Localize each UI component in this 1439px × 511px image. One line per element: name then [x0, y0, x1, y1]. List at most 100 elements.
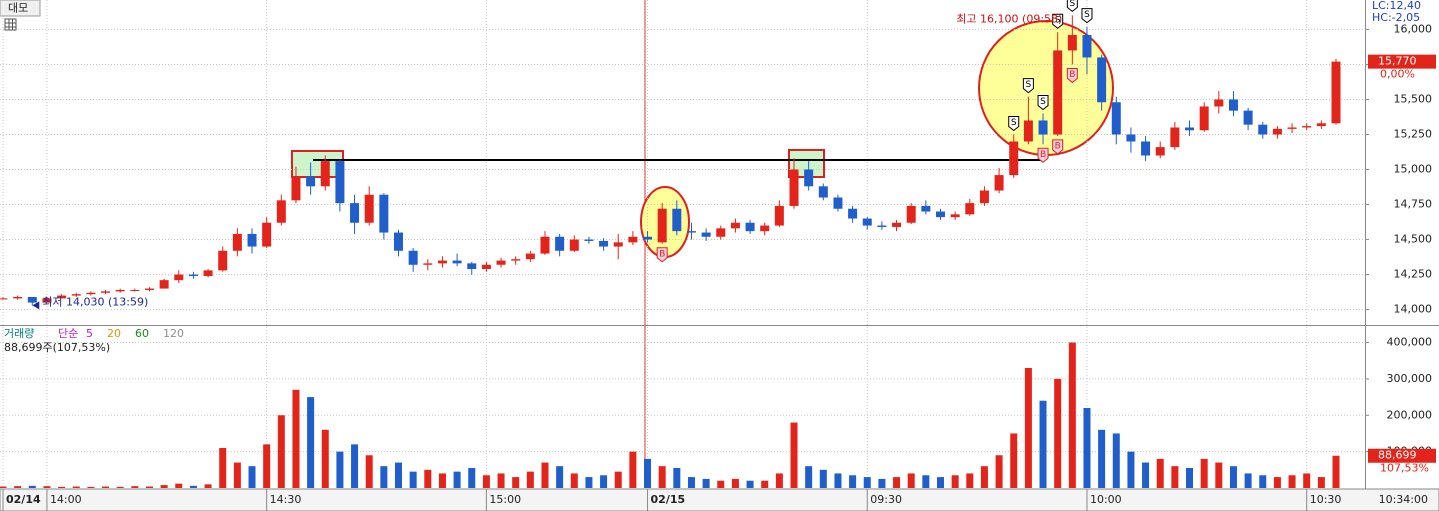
volume-bar	[893, 477, 901, 488]
volume-tag-label: 88,699	[1378, 449, 1417, 462]
volume-bar	[292, 389, 300, 488]
candle-body	[643, 236, 653, 240]
volume-bar	[1317, 477, 1325, 488]
candle-body	[569, 239, 579, 251]
volume-bar	[380, 466, 388, 488]
trade-marker	[1052, 139, 1064, 155]
volume-bar	[87, 486, 95, 488]
grid-icon[interactable]	[4, 18, 17, 31]
trade-marker	[1022, 78, 1034, 94]
candle-body	[1111, 102, 1121, 135]
volume-bar	[28, 485, 36, 488]
volume-bar	[72, 486, 80, 488]
candle-body	[306, 176, 316, 187]
candle-body	[1316, 123, 1326, 127]
candle-body	[467, 263, 477, 269]
volume-bar	[1259, 475, 1267, 488]
volume-bar	[468, 468, 476, 488]
candle-body	[935, 211, 945, 218]
volume-bar	[1098, 429, 1106, 488]
candle-body	[1023, 120, 1033, 142]
candle-body	[0, 298, 8, 300]
candle-body	[408, 250, 418, 265]
volume-bar	[409, 471, 417, 488]
toolbar-button-label[interactable]: 대모	[8, 2, 28, 15]
candle-body	[1067, 35, 1077, 51]
volume-bar	[1273, 477, 1281, 488]
volume-bar	[717, 480, 725, 488]
candle-body	[496, 260, 506, 265]
trade-marker-label: B	[1040, 150, 1046, 160]
candle-body	[1170, 127, 1180, 148]
candle-body	[1082, 35, 1092, 58]
volume-bar	[629, 451, 637, 488]
candle-body	[672, 208, 682, 232]
volume-bar	[1244, 473, 1252, 488]
trade-marker-label: B	[1069, 70, 1075, 80]
volume-bar	[1112, 433, 1120, 488]
volume-bar	[1156, 458, 1164, 488]
volume-bar	[1171, 466, 1179, 488]
volume-bar	[1083, 408, 1091, 488]
volume-bar	[1024, 368, 1032, 488]
candle-body	[27, 296, 37, 303]
x-tick-label: 10:00	[1090, 493, 1122, 506]
candle-body	[1243, 110, 1253, 125]
candle-body	[262, 222, 272, 247]
candle-body	[1331, 61, 1341, 124]
candle-body	[613, 242, 623, 247]
ma-legend: 120	[163, 327, 184, 340]
candle-body	[1228, 99, 1238, 111]
hc-label: HC:-2,05	[1372, 11, 1420, 24]
volume-bar	[1127, 451, 1135, 488]
volume-bar	[614, 471, 622, 488]
candle-body	[350, 203, 360, 223]
volume-bar	[1142, 462, 1150, 488]
volume-bar	[980, 466, 988, 488]
volume-bar	[1054, 378, 1062, 488]
candle-body	[892, 222, 902, 227]
price-tag-label: 15,770	[1378, 55, 1417, 68]
volume-bar	[995, 455, 1003, 488]
volume-bar	[790, 422, 798, 488]
x-tick-label: 14:00	[50, 493, 82, 506]
volume-bar	[644, 458, 652, 488]
x-tick-label: 02/15	[651, 493, 686, 506]
volume-bar	[805, 466, 813, 488]
volume-bar	[204, 484, 212, 488]
candle-body	[1287, 127, 1297, 129]
y-tick-label: 15,000	[1394, 163, 1433, 176]
candle-body	[950, 214, 960, 218]
candle-body	[335, 161, 345, 204]
candle-body	[1199, 106, 1209, 131]
candle-body	[1141, 141, 1151, 156]
volume-bar	[1229, 466, 1237, 488]
volume-bar	[512, 477, 520, 488]
candle-body	[555, 236, 565, 251]
candle-body	[760, 225, 770, 232]
ma-legend: 20	[107, 327, 121, 340]
trade-marker-label: S	[1011, 118, 1017, 128]
candle-body	[364, 194, 374, 223]
y-tick-label: 200,000	[1387, 408, 1433, 421]
trade-marker-label: S	[1026, 80, 1032, 90]
volume-bar	[1332, 455, 1340, 488]
toolbar-button[interactable]	[0, 0, 41, 17]
candle-body	[877, 225, 887, 227]
volume-bar	[1039, 400, 1047, 488]
trade-marker	[1037, 147, 1049, 163]
candle-body	[71, 294, 81, 296]
candle-body	[628, 236, 638, 243]
candle-body	[745, 222, 755, 232]
trade-marker-label: S	[1069, 0, 1075, 9]
volume-bar	[116, 486, 124, 488]
candle-body	[1053, 50, 1063, 135]
volume-bar	[775, 473, 783, 488]
y-tick-label: 14,500	[1394, 233, 1433, 246]
x-end-label: 10:34:00	[1379, 493, 1428, 506]
candle-body	[203, 270, 213, 276]
trade-marker-label: B	[1055, 141, 1061, 151]
candle-body	[994, 175, 1004, 191]
volume-bar	[263, 444, 271, 488]
volume-tag	[1368, 448, 1436, 463]
